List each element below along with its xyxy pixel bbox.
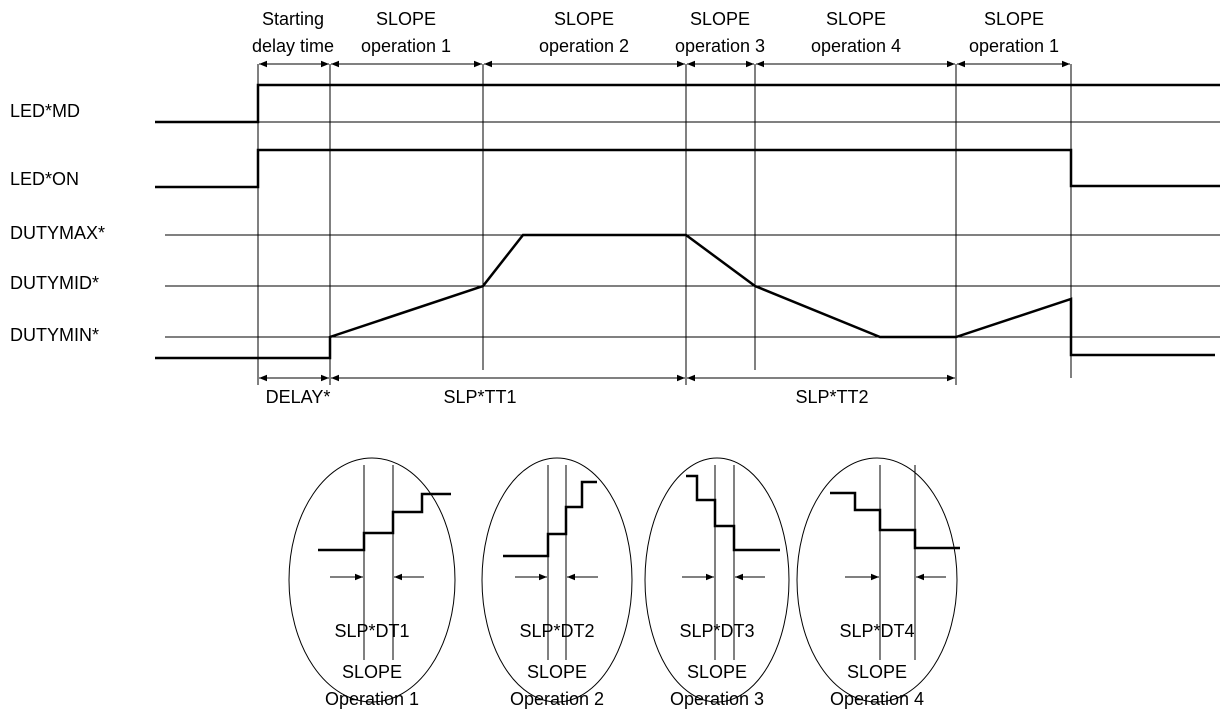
phase-label: Starting [262,9,324,29]
signal-labels: LED*MD LED*ON DUTYMAX* DUTYMID* DUTYMIN* [10,101,105,345]
signal-label: LED*MD [10,101,80,121]
inset-label: SLP*DT3 [679,621,754,641]
signal-label: DUTYMAX* [10,223,105,243]
phase-label: operation 2 [539,36,629,56]
span-label: SLP*TT1 [443,387,516,407]
inset-label: SLP*DT1 [334,621,409,641]
span-label: DELAY* [266,387,331,407]
inset-subtitle: Operation 3 [670,689,764,709]
labels: Starting delay time SLOPE operation 1 SL… [252,9,1059,709]
span-label: SLP*TT2 [795,387,868,407]
inset-title: SLOPE [687,662,747,682]
waveforms [155,83,1220,360]
inset-subtitle: Operation 2 [510,689,604,709]
inset-title: SLOPE [342,662,402,682]
reference-lines [165,64,1220,385]
phase-label: SLOPE [690,9,750,29]
inset-title: SLOPE [527,662,587,682]
phase-label: operation 1 [361,36,451,56]
phase-label: SLOPE [826,9,886,29]
inset-title: SLOPE [847,662,907,682]
phase-arrows [259,60,1070,382]
inset-label: SLP*DT2 [519,621,594,641]
inset-subtitle: Operation 1 [325,689,419,709]
phase-label: SLOPE [376,9,436,29]
phase-label: SLOPE [984,9,1044,29]
inset-subtitle: Operation 4 [830,689,924,709]
phase-label: operation 3 [675,36,765,56]
phase-label: delay time [252,36,334,56]
phase-label: SLOPE [554,9,614,29]
signal-label: DUTYMID* [10,273,99,293]
phase-label: operation 1 [969,36,1059,56]
phase-label: operation 4 [811,36,901,56]
insets [288,457,960,703]
signal-label: LED*ON [10,169,79,189]
inset-label: SLP*DT4 [839,621,914,641]
signal-label: DUTYMIN* [10,325,99,345]
